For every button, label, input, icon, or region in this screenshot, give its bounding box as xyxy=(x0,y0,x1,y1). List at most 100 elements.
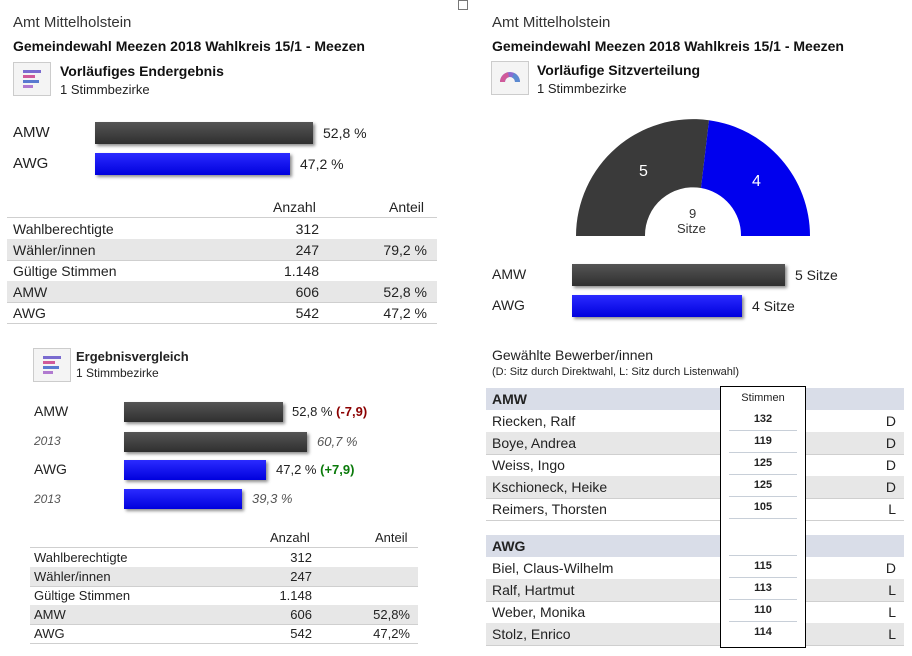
compare-diff-awg: (+7,9) xyxy=(320,462,355,477)
result-table: Anzahl Anteil Wahlberechtigte 312 Wähler… xyxy=(7,196,437,326)
page-title: Gemeindewahl Meezen 2018 Wahlkreis 15/1 … xyxy=(13,38,365,54)
seat-bar-amw xyxy=(572,264,785,286)
seat-label-amw: AMW xyxy=(492,266,527,282)
candidate-name: Ralf, Hartmut xyxy=(492,582,575,598)
candidate-type: L xyxy=(888,626,896,642)
row-anzahl: 542 xyxy=(295,305,319,321)
compare-prev-value-awg: 39,3 % xyxy=(252,491,293,506)
col-anteil: Anteil xyxy=(389,199,425,215)
compare-sub: 1 Stimmbezirke xyxy=(76,366,159,380)
result-sub: 1 Stimmbezirke xyxy=(60,82,150,97)
bar-awg xyxy=(95,153,290,175)
seat-value-awg: 4 Sitze xyxy=(752,298,795,314)
group-name: AWG xyxy=(492,538,526,554)
amt-label: Amt Mittelholstein xyxy=(13,14,132,31)
row-anzahl: 1.148 xyxy=(283,263,319,279)
stimmen-cell: 115 xyxy=(729,556,797,578)
compare-label-awg: AWG xyxy=(34,461,67,477)
stimmen-cell: 119 xyxy=(729,431,797,453)
seats-heading: Vorläufige Sitzverteilung xyxy=(537,62,701,78)
row-anteil: 52,8 % xyxy=(383,284,427,300)
row-label: Gültige Stimmen xyxy=(34,588,131,603)
stimmen-header: Stimmen xyxy=(741,392,785,404)
row-label: Wähler/innen xyxy=(13,242,96,258)
seat-semicircle: 5 4 9 Sitze xyxy=(576,119,810,236)
seat-value-amw: 5 Sitze xyxy=(795,267,838,283)
row-anteil: 52,8% xyxy=(373,607,410,622)
row-anzahl: 606 xyxy=(290,607,312,622)
candidate-row: Stolz, Enrico L xyxy=(486,623,904,646)
compare-year-amw: 2013 xyxy=(34,434,61,448)
candidate-name: Weber, Monika xyxy=(492,604,586,620)
candidate-type: L xyxy=(888,582,896,598)
elected-note: (D: Sitz durch Direktwahl, L: Sitz durch… xyxy=(492,366,739,378)
amt-label-right: Amt Mittelholstein xyxy=(492,14,611,31)
group-header-awg: AWG xyxy=(486,535,904,557)
bar-label-awg: AWG xyxy=(13,155,49,172)
stimmen-spacer xyxy=(729,519,797,556)
table-header: Anzahl Anteil xyxy=(30,528,418,548)
seat-chart-icon xyxy=(491,61,529,95)
row-anzahl: 542 xyxy=(290,626,312,641)
row-anzahl: 606 xyxy=(295,284,319,300)
row-label: AMW xyxy=(13,284,48,300)
row-label: AWG xyxy=(34,626,65,641)
table-row: Gültige Stimmen 1.148 xyxy=(7,260,437,282)
page-title-right: Gemeindewahl Meezen 2018 Wahlkreis 15/1 … xyxy=(492,38,844,54)
table-row: Wahlberechtigte 312 xyxy=(7,218,437,240)
result-heading: Vorläufiges Endergebnis xyxy=(60,63,224,79)
group-name: AMW xyxy=(492,391,527,407)
compare-year-awg: 2013 xyxy=(34,492,61,506)
stimmen-cell: 132 xyxy=(729,409,797,431)
row-label: Wahlberechtigte xyxy=(13,221,114,237)
table-header: Anzahl Anteil xyxy=(7,196,437,218)
row-label: AWG xyxy=(13,305,46,321)
row-anteil: 47,2 % xyxy=(383,305,427,321)
candidate-row: Boye, Andrea D xyxy=(486,432,904,455)
candidate-type: D xyxy=(885,435,896,451)
candidate-type: D xyxy=(885,479,896,495)
row-label: Gültige Stimmen xyxy=(13,263,117,279)
candidate-list: AMW Riecken, Ralf D Boye, Andrea D Weiss… xyxy=(486,386,904,648)
candidate-type: D xyxy=(885,413,896,429)
table-row: Wähler/innen 247 xyxy=(30,567,418,587)
resize-handle-icon[interactable] xyxy=(458,0,468,10)
row-label: Wähler/innen xyxy=(34,569,111,584)
stimmen-column: Stimmen 132 119 125 125 105 115 113 110 … xyxy=(720,386,806,648)
bar-chart-icon xyxy=(13,62,51,96)
compare-prev-bar-amw xyxy=(124,432,307,452)
compare-value-amw: 52,8 % (-7,9) xyxy=(292,404,367,419)
candidate-name: Boye, Andrea xyxy=(492,435,577,451)
semicircle-amw xyxy=(576,119,709,236)
candidate-row: Reimers, Thorsten L xyxy=(486,498,904,521)
group-header-amw: AMW xyxy=(486,388,904,410)
row-anzahl: 312 xyxy=(290,550,312,565)
candidate-name: Riecken, Ralf xyxy=(492,413,576,429)
row-anzahl: 312 xyxy=(295,221,319,237)
candidate-row: Ralf, Hartmut L xyxy=(486,579,904,602)
candidate-type: D xyxy=(885,457,896,473)
seat-label-awg: AWG xyxy=(492,297,525,313)
candidate-row: Riecken, Ralf D xyxy=(486,410,904,433)
semicircle-awg xyxy=(701,120,810,236)
table-row: Wähler/innen 247 79,2 % xyxy=(7,239,437,261)
stimmen-cell: 110 xyxy=(729,600,797,622)
compare-table: Anzahl Anteil Wahlberechtigte 312 Wähler… xyxy=(30,528,418,646)
stimmen-cell: 125 xyxy=(729,453,797,475)
row-anzahl: 247 xyxy=(295,242,319,258)
table-row: AWG 542 47,2 % xyxy=(7,302,437,324)
col-anzahl: Anzahl xyxy=(273,199,316,215)
stimmen-cell: 114 xyxy=(754,626,772,638)
table-row: AWG 542 47,2% xyxy=(30,624,418,644)
bar-chart-icon xyxy=(33,348,71,382)
candidate-row: Kschioneck, Heike D xyxy=(486,476,904,499)
compare-value-amw-text: 52,8 % xyxy=(292,404,333,419)
row-label: AMW xyxy=(34,607,66,622)
col-anteil: Anteil xyxy=(375,530,408,545)
row-anzahl: 247 xyxy=(290,569,312,584)
compare-label-amw: AMW xyxy=(34,403,69,419)
semicircle-total-label: Sitze xyxy=(677,221,706,236)
bar-amw xyxy=(95,122,313,144)
table-row: Wahlberechtigte 312 xyxy=(30,548,418,568)
semicircle-amw-seats: 5 xyxy=(639,163,648,180)
